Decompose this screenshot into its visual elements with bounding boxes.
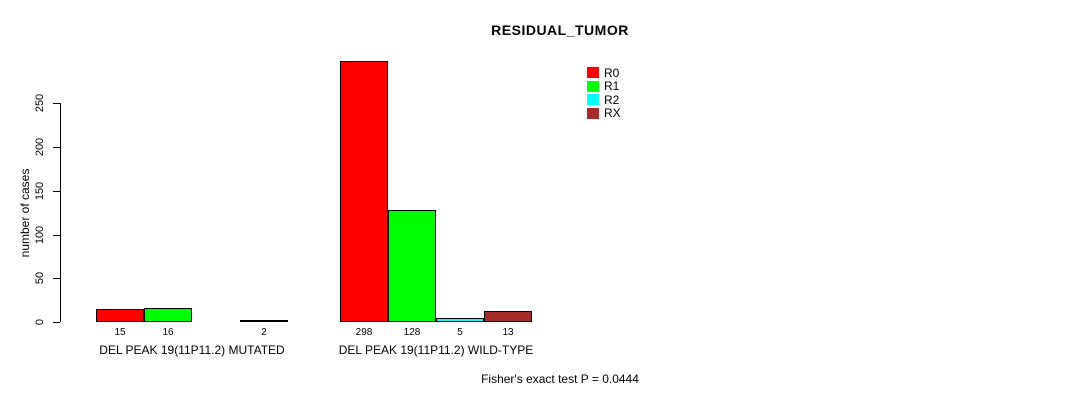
- y-axis-label: number of cases: [18, 168, 32, 258]
- y-tick: [53, 322, 60, 323]
- bar-r0-group2: [340, 61, 388, 322]
- bar-r0-group1: [96, 309, 144, 322]
- legend-row: R1: [587, 80, 621, 93]
- x-group-label: DEL PEAK 19(11P11.2) WILD-TYPE: [338, 343, 534, 357]
- bar-rx-group1: [240, 320, 288, 322]
- annotation-text: Fisher's exact test P = 0.0444: [481, 372, 639, 386]
- y-tick: [53, 147, 60, 148]
- y-tick-label: 250: [34, 94, 46, 113]
- y-tick: [53, 234, 60, 236]
- legend-swatch-r1: [587, 80, 599, 92]
- legend-swatch-r0: [587, 67, 599, 78]
- bar-value-label: 13: [502, 327, 514, 338]
- legend-label: R2: [604, 92, 620, 107]
- bar-r1-group1: [144, 308, 192, 322]
- chart-title: RESIDUAL_TUMOR: [491, 22, 629, 38]
- bar-value-label: 5: [457, 327, 463, 338]
- legend-label: RX: [604, 106, 621, 120]
- y-tick-label: 150: [34, 181, 46, 200]
- legend-swatch-rx: [587, 107, 599, 119]
- bar-value-label: 16: [162, 327, 174, 338]
- legend-label: R0: [604, 65, 620, 80]
- y-tick-label: 200: [34, 137, 46, 157]
- bar-value-label: 15: [114, 327, 126, 338]
- bar-r1-group2: [388, 210, 436, 322]
- legend-row: R2: [587, 93, 621, 106]
- bar-rx-group2: [484, 311, 532, 322]
- bar-value-label: 128: [403, 327, 421, 338]
- y-tick: [53, 278, 60, 280]
- legend-row: RX: [587, 107, 621, 120]
- y-tick: [53, 103, 60, 105]
- bar-r2-group2: [436, 318, 484, 322]
- y-tick: [53, 190, 60, 192]
- legend: R0 R1 R2 RX: [587, 66, 621, 120]
- bar-value-label: 298: [355, 327, 373, 338]
- legend-row: R0: [587, 66, 621, 79]
- y-axis-line: [60, 103, 61, 322]
- y-tick-label: 0: [34, 318, 46, 326]
- legend-swatch-r2: [587, 94, 599, 105]
- x-group-label: DEL PEAK 19(11P11.2) MUTATED: [99, 343, 285, 357]
- y-tick-label: 50: [34, 272, 46, 285]
- y-tick-label: 100: [34, 225, 46, 244]
- bar-value-label: 2: [261, 327, 267, 338]
- legend-label: R1: [604, 79, 620, 93]
